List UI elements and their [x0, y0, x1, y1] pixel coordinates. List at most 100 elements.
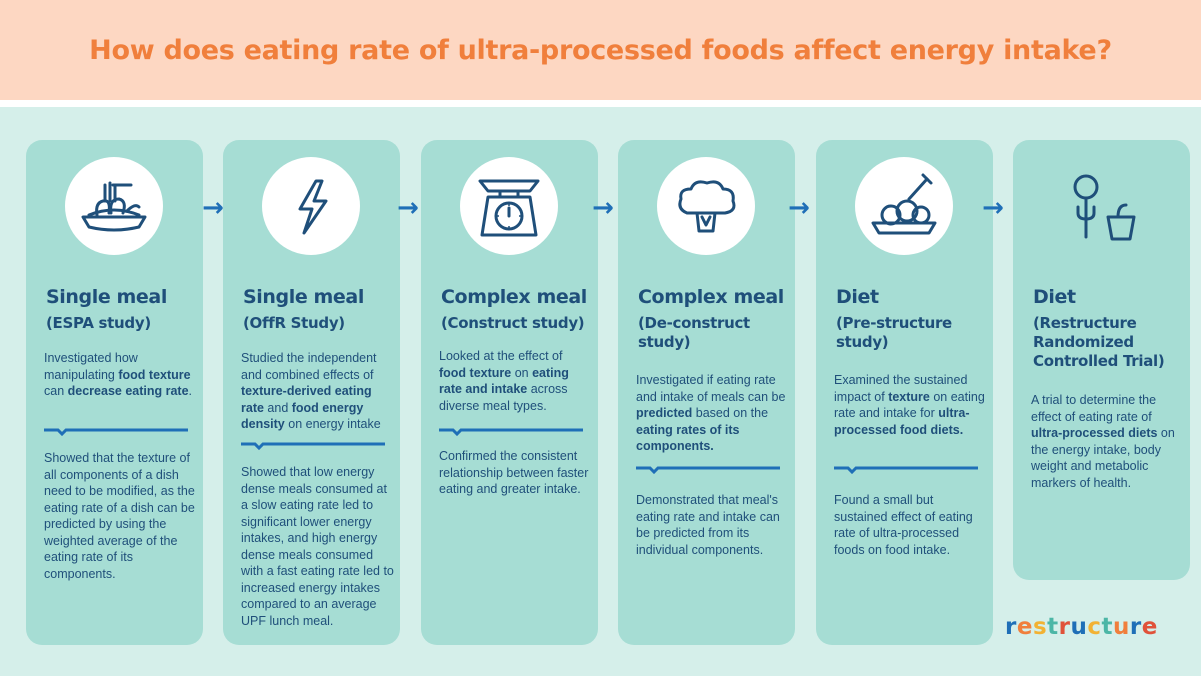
- text-run: Examined the sustained impact of: [834, 373, 968, 404]
- text-run: Found a small but sustained effect of ea…: [834, 493, 973, 557]
- text-run: and: [263, 400, 292, 415]
- subtitle-line: (Pre-structure: [836, 314, 952, 332]
- panel-description: Studied the independent and combined eff…: [241, 350, 394, 433]
- logo-letter: r: [1058, 614, 1071, 640]
- logo-letter: r: [1005, 614, 1017, 640]
- panel-finding: Found a small but sustained effect of ea…: [834, 492, 987, 558]
- panel-title: Diet: [836, 286, 879, 308]
- text-run: A trial to determine the effect of eatin…: [1031, 393, 1157, 424]
- header-banner: How does eating rate of ultra-processed …: [0, 0, 1201, 100]
- panel-subtitle: (ESPA study): [46, 314, 197, 333]
- study-panel-5: Diet (Pre-structure study) Examined the …: [816, 140, 993, 645]
- panel-description: Investigated if eating rate and intake o…: [636, 372, 789, 455]
- emphasis-text: food texture: [439, 365, 512, 380]
- subtitle-line: (Restructure: [1033, 314, 1137, 332]
- logo-letter: t: [1047, 614, 1059, 640]
- panel-title: Complex meal: [441, 286, 587, 308]
- panel-title: Single meal: [243, 286, 364, 308]
- emphasis-text: texture-derived eating rate: [241, 384, 372, 415]
- text-run: on energy intake: [284, 417, 381, 431]
- text-run: across diverse meal types.: [439, 382, 568, 413]
- emphasis-text: texture: [888, 389, 930, 404]
- page-title: How does eating rate of ultra-processed …: [89, 34, 1112, 66]
- subtitle-line: (Construct study): [441, 314, 585, 332]
- panel-divider: [636, 464, 780, 476]
- arrow-right-icon: →: [592, 193, 614, 223]
- text-run: based on the: [692, 406, 769, 420]
- subtitle-line: (De-construct: [638, 314, 750, 332]
- text-run: Looked at the effect of: [439, 349, 563, 363]
- panel-subtitle: (De-construct study): [638, 314, 789, 352]
- study-panel-2: Single meal (OffR Study) Studied the ind…: [223, 140, 400, 645]
- panel-finding: Showed that low energy dense meals consu…: [241, 464, 394, 629]
- pasta-bowl-icon: [65, 157, 163, 255]
- logo-letter: e: [1016, 614, 1033, 640]
- panel-title: Diet: [1033, 286, 1076, 308]
- panel-finding: Demonstrated that meal's eating rate and…: [636, 492, 789, 558]
- panel-subtitle: (OffR Study): [243, 314, 394, 333]
- panel-description: Investigated how manipulating food textu…: [44, 350, 197, 400]
- panel-title: Single meal: [46, 286, 167, 308]
- subtitle-line: (OffR Study): [243, 314, 345, 332]
- text-run: Showed that the texture of all component…: [44, 451, 195, 581]
- arrow-right-icon: →: [982, 193, 1004, 223]
- panel-divider: [834, 464, 978, 476]
- logo-letter: c: [1087, 614, 1102, 640]
- restructure-logo: restructure: [1005, 614, 1158, 640]
- lightning-bolt-icon: [262, 157, 360, 255]
- arrow-right-icon: →: [788, 193, 810, 223]
- panel-finding: Confirmed the consistent relationship be…: [439, 448, 592, 498]
- logo-letter: u: [1070, 614, 1088, 640]
- emphasis-text: food energy density: [241, 400, 364, 432]
- logo-letter: t: [1101, 614, 1114, 640]
- text-run: Demonstrated that meal's eating rate and…: [636, 493, 780, 557]
- text-run: on eating rate and intake for: [834, 389, 985, 421]
- emphasis-text: decrease eating rate: [67, 384, 189, 398]
- meatballs-fork-icon: [855, 157, 953, 255]
- kitchen-scale-icon: [460, 157, 558, 255]
- broccoli-icon: [657, 157, 755, 255]
- text-run: on: [511, 365, 533, 380]
- subtitle-line: (ESPA study): [46, 314, 151, 332]
- fork-and-yogurt-icon: [1052, 157, 1150, 255]
- arrow-right-icon: →: [202, 193, 224, 223]
- study-panel-3: Complex meal (Construct study) Looked at…: [421, 140, 598, 645]
- emphasis-text: eating rates of its components.: [636, 422, 740, 454]
- panel-divider: [439, 426, 583, 438]
- subtitle-line: Controlled Trial): [1033, 352, 1165, 370]
- panel-title: Complex meal: [638, 286, 784, 308]
- study-panel-4: Complex meal (De-construct study) Invest…: [618, 140, 795, 645]
- subtitle-line: Randomized: [1033, 333, 1134, 351]
- study-panel-1: Single meal (ESPA study) Investigated ho…: [26, 140, 203, 645]
- header-divider: [0, 100, 1201, 107]
- text-run: Confirmed the consistent relationship be…: [439, 449, 589, 496]
- panel-finding: Showed that the texture of all component…: [44, 450, 197, 582]
- panel-divider: [241, 440, 385, 452]
- text-run: can: [44, 384, 68, 398]
- logo-letter: u: [1113, 614, 1130, 640]
- logo-letter: r: [1129, 614, 1142, 640]
- emphasis-text: ultra-processed diets: [1031, 426, 1158, 440]
- panel-description: Looked at the effect of food texture on …: [439, 348, 592, 414]
- logo-letter: s: [1032, 614, 1048, 640]
- panel-description: A trial to determine the effect of eatin…: [1031, 392, 1184, 491]
- arrow-right-icon: →: [397, 193, 419, 223]
- panel-divider: [44, 426, 188, 438]
- text-run: .: [188, 384, 193, 398]
- emphasis-text: predicted: [636, 406, 693, 420]
- panel-description: Examined the sustained impact of texture…: [834, 372, 987, 438]
- panel-subtitle: (Pre-structure study): [836, 314, 987, 352]
- subtitle-line: study): [836, 333, 889, 351]
- text-run: Investigated if eating rate and intake o…: [636, 373, 786, 404]
- study-panel-6: Diet (Restructure Randomized Controlled …: [1013, 140, 1190, 580]
- text-run: Investigated how manipulating: [44, 351, 138, 382]
- text-run: Studied the independent and combined eff…: [241, 351, 377, 382]
- emphasis-text: ultra-processed food diets.: [834, 406, 970, 437]
- logo-letter: e: [1141, 614, 1158, 640]
- text-run: on the energy intake, body weight and me…: [1031, 426, 1175, 490]
- panel-subtitle: (Restructure Randomized Controlled Trial…: [1033, 314, 1184, 371]
- subtitle-line: study): [638, 333, 691, 351]
- emphasis-text: food texture: [118, 367, 191, 382]
- panel-subtitle: (Construct study): [441, 314, 592, 333]
- text-run: Showed that low energy dense meals consu…: [241, 465, 394, 628]
